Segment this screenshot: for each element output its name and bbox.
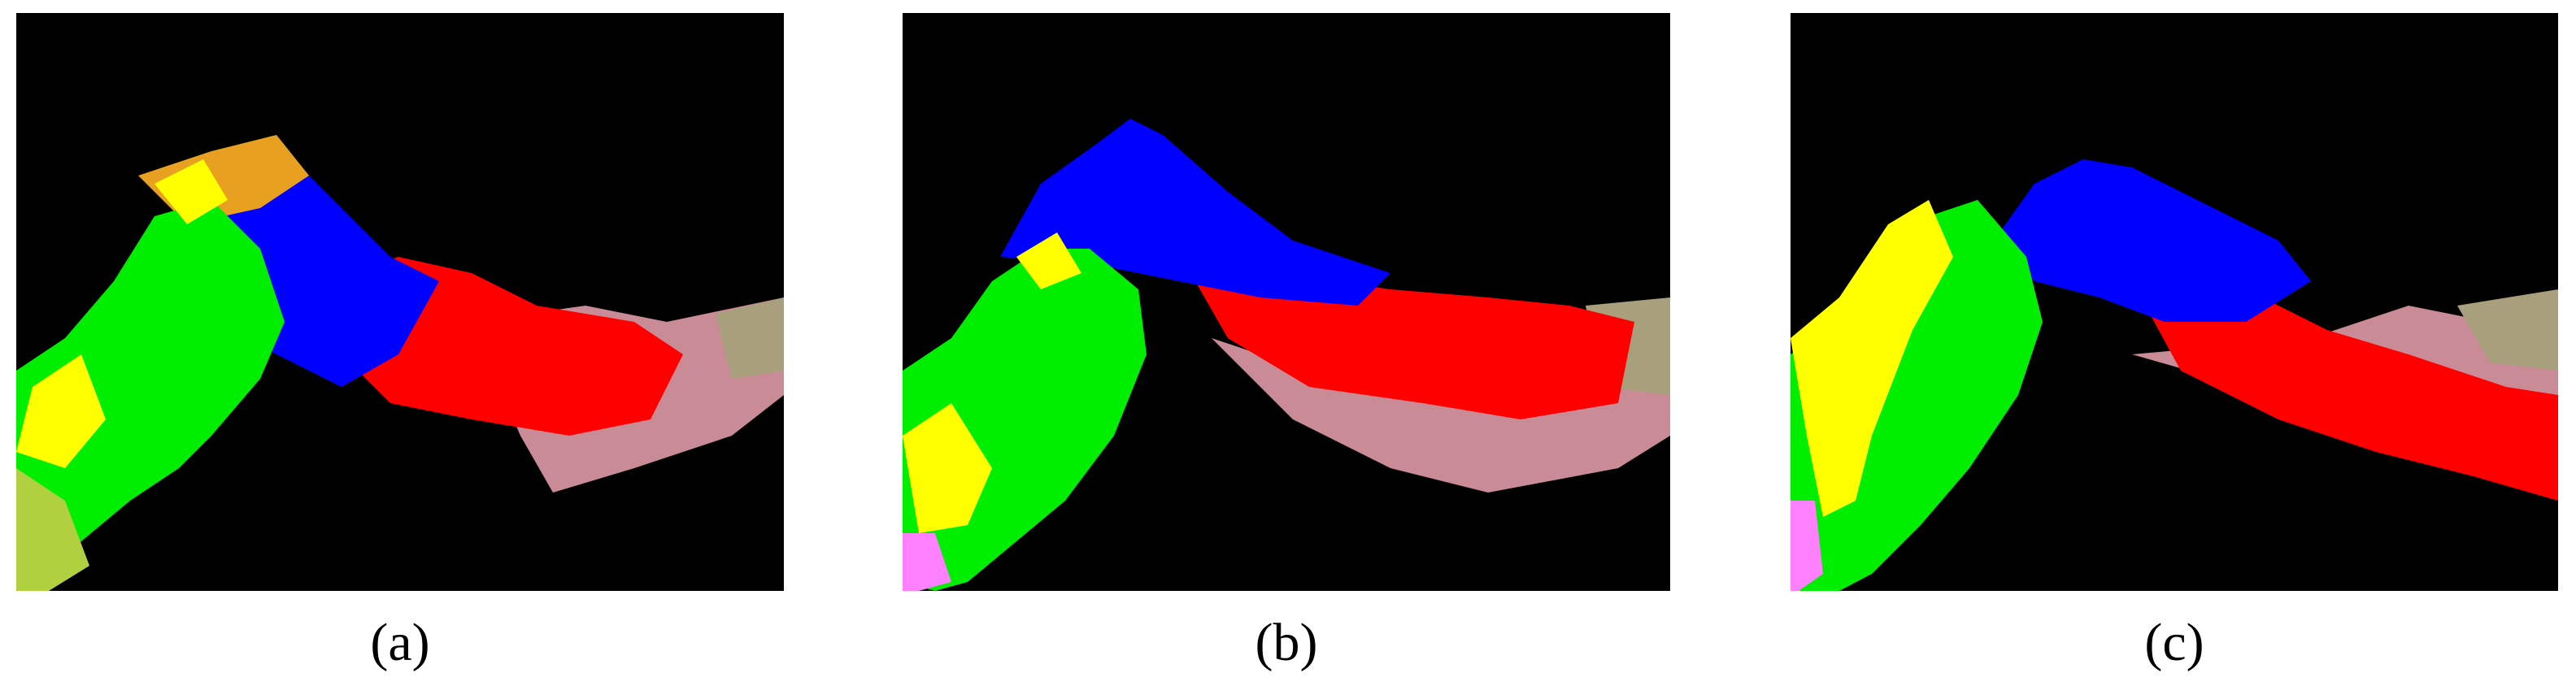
panel-caption: (c) [2144, 613, 2204, 672]
panel-image [16, 13, 784, 591]
panel-image [903, 13, 1670, 591]
panel-image [1791, 13, 2558, 591]
panel-caption: (b) [1255, 613, 1318, 672]
panel-caption: (a) [370, 613, 429, 672]
